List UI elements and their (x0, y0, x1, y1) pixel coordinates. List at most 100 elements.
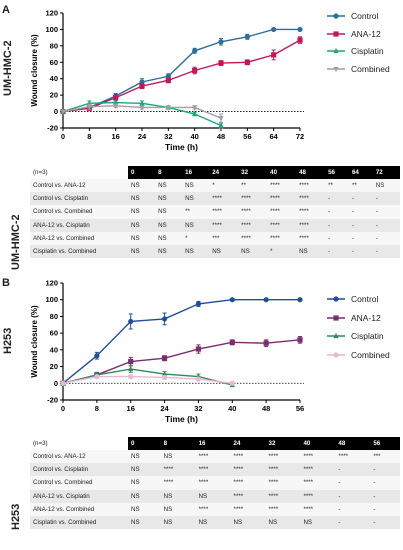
significance-cell: **** (300, 502, 336, 516)
significance-cell: NS (160, 489, 196, 503)
significance-cell: NS (128, 450, 161, 464)
significance-cell: - (335, 463, 371, 477)
data-point (128, 374, 134, 380)
significance-cell: NS (238, 244, 268, 259)
comparison-label: ANA-12 vs. Combined (30, 231, 128, 245)
x-tick-label: 48 (217, 132, 225, 141)
significance-cell: **** (267, 205, 297, 219)
significance-cell: **** (195, 502, 231, 516)
significance-cell: **** (230, 463, 266, 477)
table-column-header: 24 (230, 437, 266, 450)
y-tick-label: 120 (45, 279, 58, 288)
significance-cell: NS (372, 179, 400, 193)
significance-cell: - (370, 463, 400, 477)
table-row: Control vs. Cisplatin NS NS NS **** **** **** *… (30, 192, 400, 206)
table-column-header: 16 (182, 166, 210, 179)
table-column-header: 16 (195, 437, 231, 450)
significance-cell: **** (296, 192, 326, 206)
significance-cell: - (335, 476, 371, 490)
data-point (86, 104, 92, 110)
data-point (139, 83, 145, 89)
significance-cell: * (182, 231, 210, 245)
table-row: Control vs. ANA-12 NS NS NS * ** **** **** ** ** N… (30, 179, 400, 193)
data-point (192, 67, 198, 74)
significance-cell: - (370, 476, 400, 490)
table-column-header: 64 (348, 166, 373, 179)
significance-cell: - (348, 231, 373, 245)
data-point (271, 52, 277, 58)
x-tick-label: 56 (296, 404, 304, 413)
significance-cell: NS (300, 515, 336, 530)
significance-cell: NS (195, 515, 231, 530)
table-column-header: 8 (155, 166, 183, 179)
table-row: Control vs. Combined NS **** **** **** **** **… (30, 476, 400, 490)
significance-cell: NS (155, 179, 183, 193)
significance-cell: **** (230, 502, 266, 516)
significance-cell: **** (300, 450, 336, 464)
x-tick-label: 40 (228, 404, 236, 413)
significance-cell: - (348, 244, 373, 259)
data-point (263, 297, 269, 303)
x-tick-label: 8 (95, 404, 99, 413)
significance-cell: NS (182, 179, 210, 193)
significance-cell: - (370, 515, 400, 530)
y-tick-label: 100 (45, 25, 58, 34)
table-column-header: 40 (300, 437, 336, 450)
y-tick-label: 40 (50, 345, 58, 354)
significance-cell: * (209, 179, 239, 193)
significance-cell: *** (209, 231, 239, 245)
comparison-label: Control vs. Combined (30, 205, 128, 219)
significance-cell: **** (160, 476, 196, 490)
data-point (218, 39, 224, 45)
legend-marker (333, 314, 339, 321)
table-column-header: 56 (325, 166, 349, 179)
significance-cell: - (372, 218, 400, 232)
significance-cell: **** (265, 463, 301, 477)
legend-item-ana-12: ANA-12 (326, 29, 381, 39)
significance-cell: - (372, 192, 400, 206)
significance-cell: **** (238, 205, 268, 219)
legend-swatch (327, 47, 345, 54)
significance-cell: **** (265, 489, 301, 503)
significance-cell: - (335, 502, 371, 516)
data-point (128, 365, 134, 372)
significance-cell: NS (265, 515, 301, 530)
data-point (195, 346, 202, 352)
legend-swatch (327, 296, 345, 302)
significance-cell: - (325, 192, 349, 206)
significance-cell: NS (128, 218, 156, 232)
significance-cell: - (370, 502, 400, 516)
table-column-header: 32 (238, 166, 268, 179)
significance-cell: ** (325, 179, 349, 193)
data-point (139, 105, 145, 111)
legend-item-ana-12: ANA-12 (326, 313, 381, 323)
data-point (165, 105, 171, 111)
comparison-label: Cisplatin vs. Combined (30, 244, 128, 259)
y-tick-label: 60 (50, 58, 58, 67)
data-point (244, 34, 250, 40)
data-point (297, 26, 303, 33)
significance-cell: NS (155, 244, 183, 259)
legend-swatch (327, 332, 345, 339)
table-column-header: 72 (372, 166, 400, 179)
data-point (195, 376, 202, 382)
legend-item-combined: Combined (326, 350, 390, 360)
legend-marker (333, 332, 339, 339)
legend-item-cisplatin: Cisplatin (326, 331, 384, 341)
series-line-control (62, 28, 300, 113)
y-tick-label: -20 (47, 396, 58, 405)
significance-cell: - (335, 515, 371, 530)
table-n-label: (n=3) (30, 437, 128, 450)
significance-cell: **** (238, 218, 268, 232)
legend-label: ANA-12 (351, 28, 381, 39)
data-point (139, 100, 145, 106)
legend-swatch (327, 351, 345, 358)
legend-label: Control (351, 294, 379, 304)
table-row: Control vs. Combined NS NS ** **** **** **** **… (30, 205, 400, 219)
significance-cell: NS (128, 244, 156, 259)
significance-cell: **** (209, 205, 239, 219)
table-column-header: 48 (335, 437, 371, 450)
comparison-label: Control vs. Combined (30, 476, 128, 490)
table-row: ANA-12 vs. Cisplatin NS NS NS **** **** **** **… (30, 218, 400, 232)
data-point (229, 380, 235, 386)
